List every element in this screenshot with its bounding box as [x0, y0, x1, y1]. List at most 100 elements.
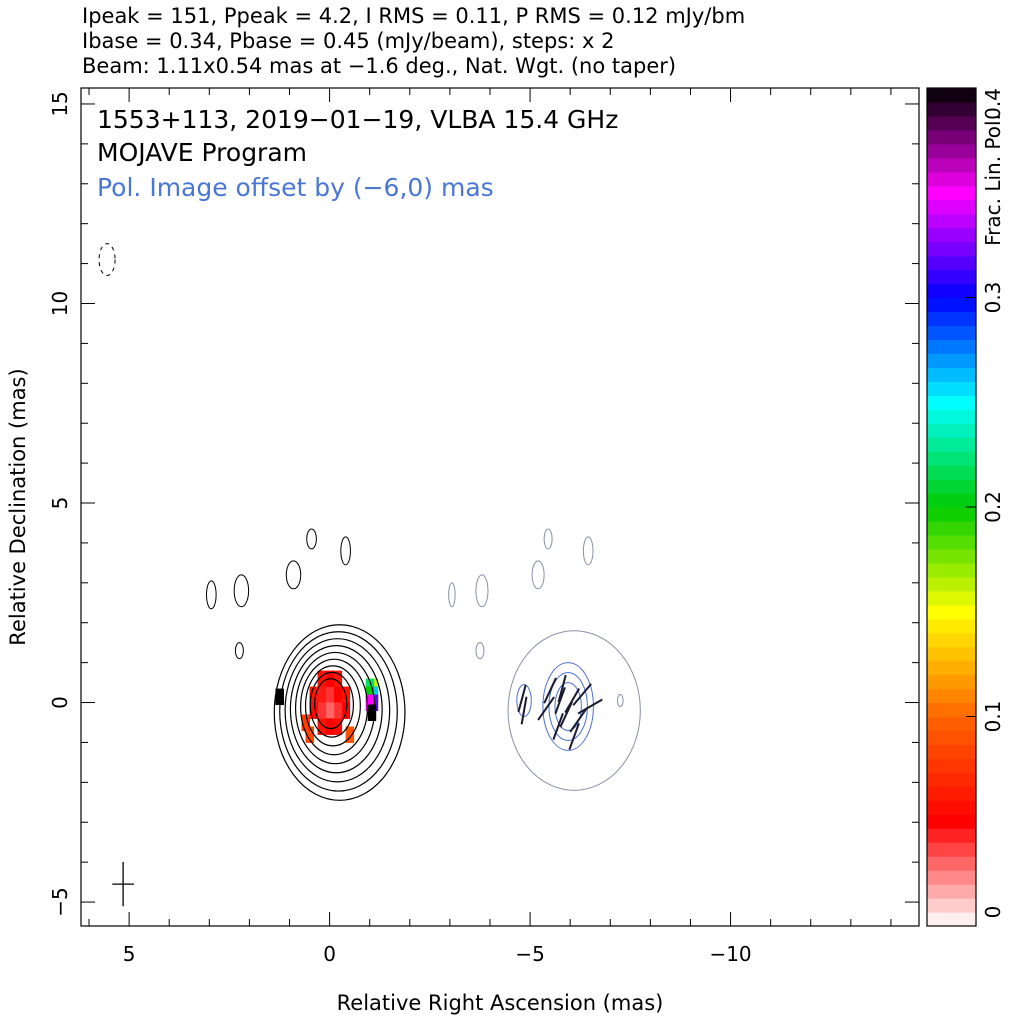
- colorbar-segment: [927, 912, 976, 927]
- pol-island-contour: [475, 574, 489, 608]
- colorbar-segment: [927, 255, 976, 271]
- frac-pol-pixel: [333, 702, 343, 719]
- stokes-i-island-contour: [340, 536, 351, 566]
- stokes-i-contour: [289, 645, 383, 774]
- pol-island-contour: [616, 694, 624, 708]
- x-axis-label: Relative Right Ascension (mas): [337, 991, 664, 1015]
- y-tick-label: 15: [48, 91, 72, 116]
- colorbar-segment: [927, 493, 976, 508]
- evpa-vector: [572, 683, 592, 706]
- colorbar-segment: [927, 311, 976, 327]
- pol-contour: [554, 682, 582, 731]
- colorbar-segment: [927, 772, 976, 787]
- colorbar-segment: [927, 283, 976, 299]
- colorbar-segment: [927, 618, 976, 634]
- evpa-vector: [537, 696, 555, 721]
- colorbar-segment: [927, 451, 976, 466]
- pol-island-contour: [448, 582, 456, 608]
- colorbar-segment: [927, 562, 976, 578]
- colorbar-segment: [927, 297, 976, 313]
- colorbar-segment: [927, 157, 976, 173]
- frac-pol-pixel: [333, 686, 343, 704]
- stokes-i-island-contour: [306, 528, 317, 550]
- colorbar-segment: [927, 800, 976, 815]
- colorbar-segment: [927, 199, 976, 215]
- stokes-i-contour: [304, 665, 361, 747]
- frac-pol-pixel: [309, 702, 319, 719]
- colorbar-segment: [927, 479, 976, 494]
- colorbar-segment: [927, 101, 976, 117]
- stokes-i-island-contour: [233, 574, 250, 608]
- evpa-vector: [577, 698, 603, 715]
- frac-pol-pixel: [325, 718, 335, 735]
- colorbar-segment: [927, 88, 976, 103]
- colorbar-segment: [927, 842, 976, 857]
- colorbar-segment: [927, 381, 976, 396]
- evpa-vector: [564, 687, 581, 714]
- stokes-i-contour: [273, 624, 406, 801]
- pol-outer-contour: [507, 630, 641, 791]
- colorbar-segment: [927, 870, 976, 885]
- colorbar-segment: [927, 520, 976, 536]
- colorbar-segment: [927, 129, 976, 145]
- colorbar-segment: [927, 674, 976, 690]
- colorbar-segment: [927, 632, 976, 648]
- x-tick-label: 0: [323, 942, 336, 966]
- colorbar-segment: [927, 688, 976, 704]
- stokes-i-island-contour: [98, 243, 116, 277]
- header-line-2: Ibase = 0.34, Pbase = 0.45 (mJy/beam), s…: [82, 29, 615, 53]
- frac-pol-pixel: [305, 726, 315, 743]
- colorbar-segment: [927, 898, 976, 913]
- colorbar-segment: [927, 814, 976, 829]
- colorbar-segment: [927, 437, 976, 452]
- evpa-vector: [517, 684, 527, 713]
- colorbar-segment: [927, 604, 976, 620]
- frac-pol-pixel: [317, 670, 327, 688]
- frac-pol-pixel: [317, 686, 327, 704]
- y-axis-label: Relative Declination (mas): [6, 368, 30, 645]
- pol-offset-annotation: Pol. Image offset by (−6,0) mas: [97, 173, 494, 202]
- colorbar-segment: [927, 213, 976, 229]
- frac-pol-pixel: [301, 714, 311, 731]
- header-line-3: Beam: 1.11x0.54 mas at −1.6 deg., Nat. W…: [82, 54, 677, 78]
- y-tick-label: 5: [48, 497, 72, 510]
- colorbar-label: Frac. Lin. Pol.: [981, 114, 1005, 246]
- colorbar-segment: [927, 507, 976, 522]
- colorbar-segment: [927, 367, 976, 382]
- colorbar-segment: [927, 744, 976, 759]
- frac-pol-pixel: [325, 686, 335, 704]
- evpa-vector: [569, 708, 588, 733]
- colorbar-segment: [927, 548, 976, 564]
- evpa-vector: [552, 713, 564, 740]
- stokes-i-island-contour: [234, 642, 244, 660]
- stokes-i-contour: [300, 658, 369, 756]
- y-tick-label: −5: [48, 887, 72, 916]
- colorbar-segment: [927, 171, 976, 187]
- x-tick-label: −5: [515, 942, 544, 966]
- colorbar-segment: [927, 339, 976, 354]
- colorbar-segment: [927, 353, 976, 368]
- colorbar-segment: [927, 786, 976, 801]
- stokes-i-contour: [309, 671, 354, 738]
- colorbar-tick-label: 0.4: [981, 88, 1005, 120]
- colorbar-segment: [927, 716, 976, 732]
- colorbar-segment: [927, 758, 976, 773]
- colorbar-tick-label: 0.2: [981, 491, 1005, 523]
- colorbar-segment: [927, 325, 976, 340]
- pol-island-contour: [582, 536, 594, 566]
- frac-pol-pixel: [345, 726, 355, 743]
- colorbar-segment: [927, 115, 976, 131]
- frac-pol-pixel: [325, 702, 335, 719]
- colorbar-segment: [927, 185, 976, 201]
- colorbar-segment: [927, 269, 976, 285]
- evpa-vector: [554, 687, 566, 715]
- colorbar-segment: [927, 730, 976, 746]
- stokes-i-contour: [284, 638, 391, 783]
- pol-island-contour: [475, 642, 485, 660]
- x-tick-label: −10: [709, 942, 751, 966]
- colorbar-segment: [927, 660, 976, 676]
- pol-contour: [548, 672, 588, 741]
- pol-contour-secondary: [516, 684, 532, 717]
- frac-pol-pixel: [365, 694, 375, 712]
